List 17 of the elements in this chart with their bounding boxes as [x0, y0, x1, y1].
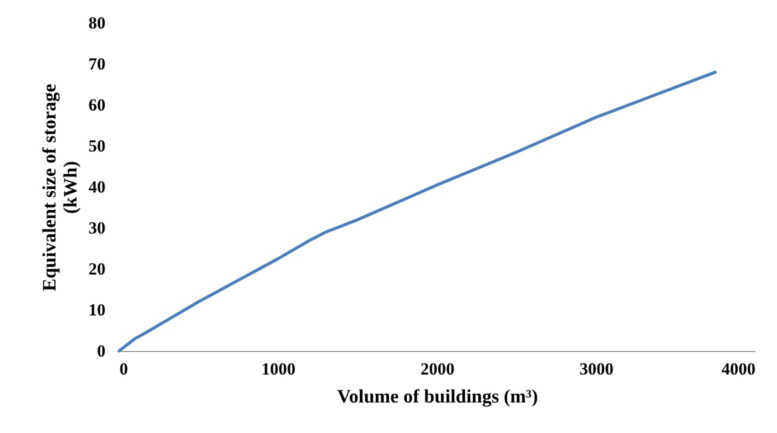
y-tick-label: 50 — [88, 136, 106, 156]
x-tick-label: 3000 — [580, 360, 614, 378]
x-tick-label: 0 — [120, 360, 128, 378]
y-tick-label: 70 — [88, 54, 106, 74]
line-series — [118, 70, 717, 352]
y-tick-label: 80 — [88, 14, 106, 32]
x-tick-label: 1000 — [262, 360, 296, 378]
y-tick-label: 60 — [88, 96, 106, 114]
x-tick-label: 2000 — [420, 360, 454, 378]
y-tick-label: 10 — [88, 300, 106, 320]
y-tick-label: 20 — [88, 260, 106, 278]
y-tick-label: 0 — [97, 342, 106, 360]
x-tick-label: 4000 — [722, 360, 756, 378]
y-axis-title: Equivalent size of storage (kWh) — [40, 84, 82, 292]
x-axis-title: Volume of buildings (m³) — [337, 386, 538, 408]
y-tick-label: 30 — [88, 218, 106, 238]
y-tick-label: 40 — [88, 178, 106, 196]
